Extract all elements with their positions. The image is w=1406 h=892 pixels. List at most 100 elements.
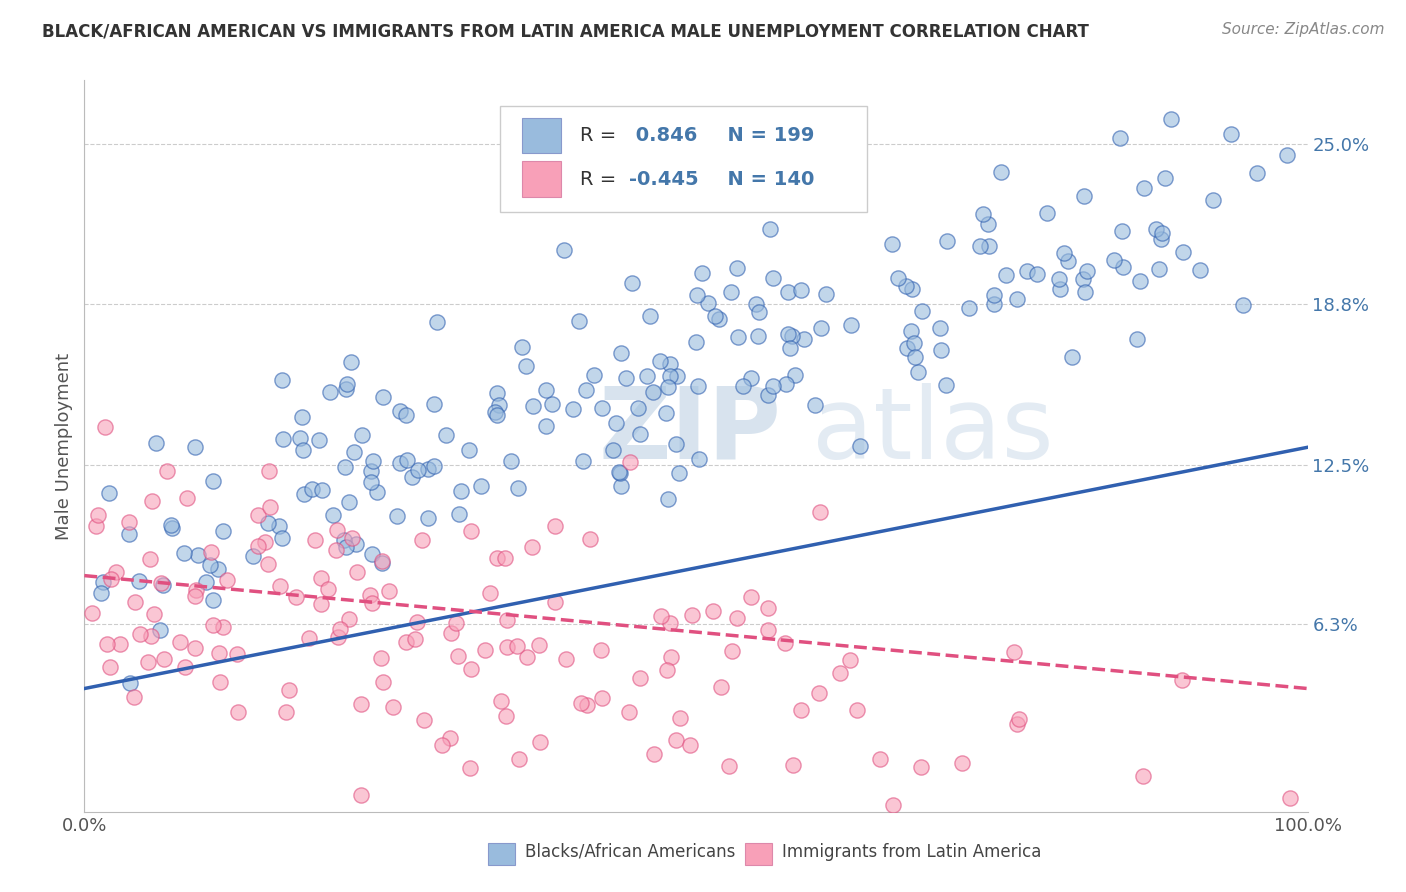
Point [259,500,281,514]
Point [553,243,575,257]
Point [907,365,929,379]
Point [756,601,779,615]
Point [591,401,613,415]
Point [460,662,482,676]
Text: ZIP: ZIP [598,383,780,480]
Point [373,674,395,689]
Point [591,691,613,706]
Point [979,239,1001,253]
Point [496,613,519,627]
Point [118,515,141,529]
Point [515,359,537,374]
Point [910,760,932,774]
Point [145,435,167,450]
Point [208,646,231,660]
Point [589,642,612,657]
Point [657,380,679,394]
Point [1007,292,1029,306]
Point [350,788,373,802]
Point [1154,171,1177,186]
Point [257,465,280,479]
Point [703,309,725,323]
Point [785,368,807,383]
Point [447,507,470,521]
Point [1002,645,1025,659]
Point [572,454,595,468]
Point [650,608,672,623]
Point [762,270,785,285]
Point [1133,181,1156,195]
Text: Blacks/African Americans: Blacks/African Americans [524,843,735,861]
Point [159,518,181,533]
Point [485,550,508,565]
Point [1060,351,1083,365]
FancyBboxPatch shape [501,106,868,212]
Point [516,650,538,665]
Point [510,340,533,354]
Point [378,584,401,599]
Point [316,582,339,597]
Point [143,607,166,622]
Point [686,288,709,302]
Point [605,416,627,430]
Point [627,401,650,416]
Point [423,397,446,411]
Text: N = 140: N = 140 [714,169,814,188]
Point [322,508,344,522]
Point [574,384,596,398]
Point [118,526,141,541]
Point [124,595,146,609]
Point [160,521,183,535]
Point [709,312,731,326]
Point [267,518,290,533]
Point [311,483,333,498]
Point [474,642,496,657]
Point [416,511,439,525]
Point [335,382,357,396]
Point [406,615,429,629]
Point [202,474,225,488]
Point [209,674,232,689]
Point [291,443,314,458]
Text: Source: ZipAtlas.com: Source: ZipAtlas.com [1222,22,1385,37]
Point [153,651,176,665]
Point [309,598,332,612]
Point [371,390,394,404]
Point [90,586,112,600]
Point [896,278,918,293]
Point [156,464,179,478]
Point [522,399,544,413]
Point [326,524,349,538]
Point [845,703,868,717]
Point [1149,262,1171,277]
Point [246,539,269,553]
Point [84,518,107,533]
Point [1071,272,1094,286]
Point [447,649,470,664]
Point [270,373,292,387]
Point [614,371,637,385]
Point [343,445,366,459]
Point [658,357,681,371]
Point [776,327,799,342]
Point [710,681,733,695]
Point [169,635,191,649]
Point [609,466,631,480]
Point [744,297,766,311]
Point [536,383,558,397]
Point [839,318,862,332]
Point [359,588,381,602]
Point [1007,712,1029,726]
Point [198,558,221,572]
Point [659,650,682,665]
Point [808,505,831,519]
Point [969,239,991,253]
Point [688,451,710,466]
Point [94,419,117,434]
Point [655,663,678,677]
Point [900,324,922,338]
Point [484,405,506,419]
Point [638,309,661,323]
Point [756,388,779,402]
Point [495,709,517,723]
